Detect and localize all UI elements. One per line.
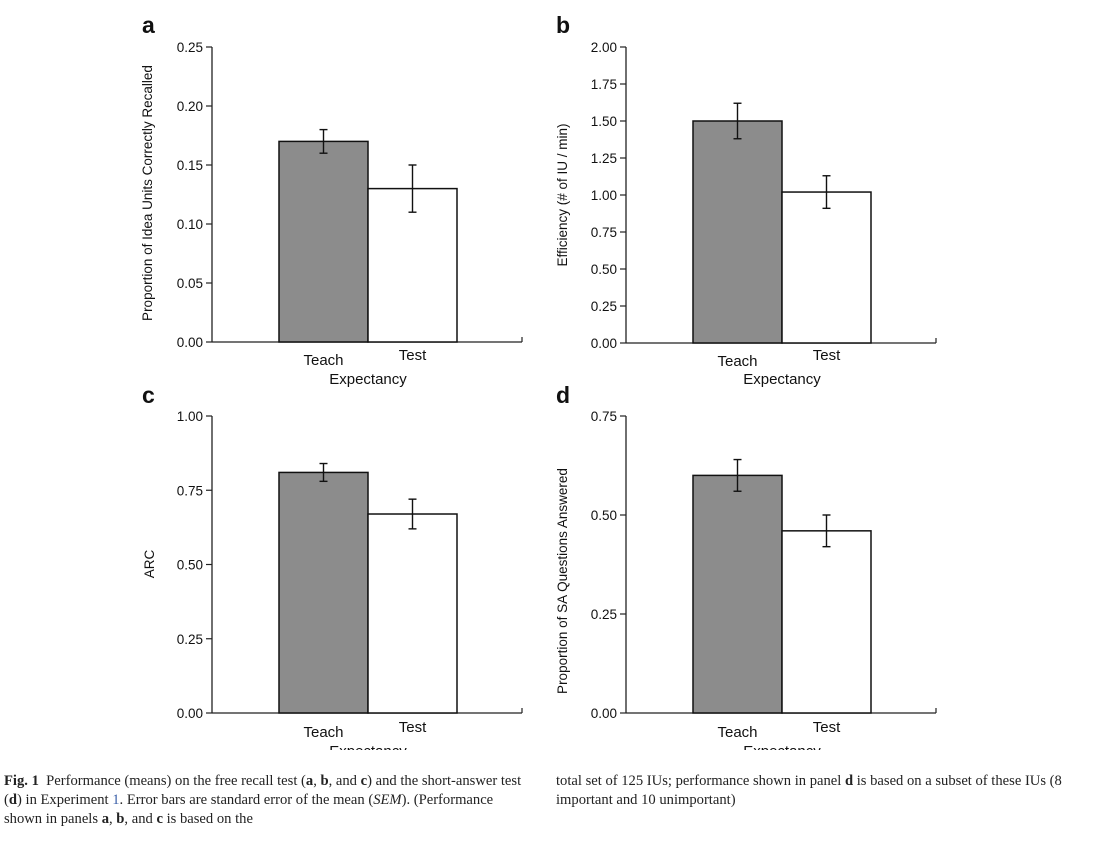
caption-fig-label: Fig. 1 [4,773,39,789]
y-tick-label: 0.25 [591,299,617,314]
y-tick-label: 1.00 [591,188,617,203]
x-tick-label: Test [399,347,427,364]
caption-text: total set of 125 IUs; performance shown … [556,773,845,789]
panel-label: c [142,382,155,408]
x-tick-label: Teach [717,353,757,370]
y-tick-label: 1.25 [591,151,617,166]
x-tick-label: Test [813,347,841,364]
x-axis-label: Expectancy [743,743,821,750]
y-tick-label: 1.50 [591,114,617,129]
caption-text: , and [328,773,361,789]
bar-test [367,187,458,343]
caption-bold: b [116,811,125,827]
caption-text: ) in Experiment [17,792,113,808]
y-tick-label: 0.50 [591,262,617,277]
panel-label: b [556,12,570,38]
bar-test [781,530,872,714]
panel-label: d [556,382,570,408]
bar-teach [278,471,369,714]
caption-bold: c [360,773,368,789]
figure-caption-left: Fig. 1 Performance (means) on the free r… [4,772,524,829]
y-tick-label: 1.00 [177,409,203,424]
caption-bold: d [8,792,17,808]
caption-text: ) and the short-answer test ( [4,773,522,808]
caption-bold: a [305,773,314,789]
caption-italic: SEM [373,792,402,808]
bar-teach [692,120,783,344]
x-axis-label: Expectancy [329,743,407,750]
x-tick-label: Teach [303,352,343,369]
caption-text: , [109,811,117,827]
panel-label: a [142,12,155,38]
x-tick-label: Test [399,719,427,736]
y-axis-label: Proportion of SA Questions Answered [555,468,570,694]
caption-text: is based on a subset of these IUs (8 imp… [556,773,1062,808]
y-tick-label: 0.05 [177,276,203,291]
x-tick-label: Test [813,719,841,736]
y-tick-label: 0.25 [177,40,203,55]
caption-bold: b [320,773,329,789]
y-tick-label: 0.50 [177,558,203,573]
caption-text: , [313,773,321,789]
y-tick-label: 0.25 [591,607,617,622]
caption-text: ). (Performance shown in panels [4,792,494,827]
x-axis-label: Expectancy [743,371,821,388]
y-tick-label: 0.15 [177,158,203,173]
caption-bold: d [844,773,854,789]
bar-test [781,191,872,344]
x-tick-label: Teach [303,724,343,741]
y-tick-label: 1.75 [591,77,617,92]
x-axis-label: Expectancy [329,371,407,388]
figure-caption-right: total set of 125 IUs; performance shown … [556,772,1076,810]
y-axis-label: Efficiency (# of IU / min) [555,123,570,266]
bar-teach [692,474,783,714]
y-tick-label: 0.00 [177,335,203,350]
caption-bold: a [101,811,109,827]
y-axis-label: Proportion of Idea Units Correctly Recal… [140,65,155,321]
caption-text: is based on the [162,811,253,827]
bar-teach [278,140,369,343]
figure: a 0.00 0.05 0.10 0.15 0.20 0.25 Proportion of I… [140,12,937,750]
y-tick-label: 0.00 [177,706,203,721]
bar-test [367,513,458,714]
y-tick-label: 0.00 [591,336,617,351]
x-tick-label: Teach [717,724,757,741]
caption-text: . Error bars are standard error of the m… [119,792,374,808]
y-tick-label: 0.75 [591,225,617,240]
y-axis-label: ARC [142,550,157,579]
y-tick-label: 0.75 [591,409,617,424]
y-tick-label: 0.50 [591,508,617,523]
caption-bold: c [156,811,163,827]
experiment-link[interactable]: 1 [112,792,120,808]
caption-text: Performance (means) on the free recall t… [46,773,306,789]
y-tick-label: 0.10 [177,217,203,232]
y-tick-label: 0.20 [177,99,203,114]
y-tick-label: 2.00 [591,40,617,55]
caption-text: , and [124,811,157,827]
y-tick-label: 0.75 [177,483,203,498]
y-tick-label: 0.25 [177,632,203,647]
y-tick-label: 0.00 [591,706,617,721]
